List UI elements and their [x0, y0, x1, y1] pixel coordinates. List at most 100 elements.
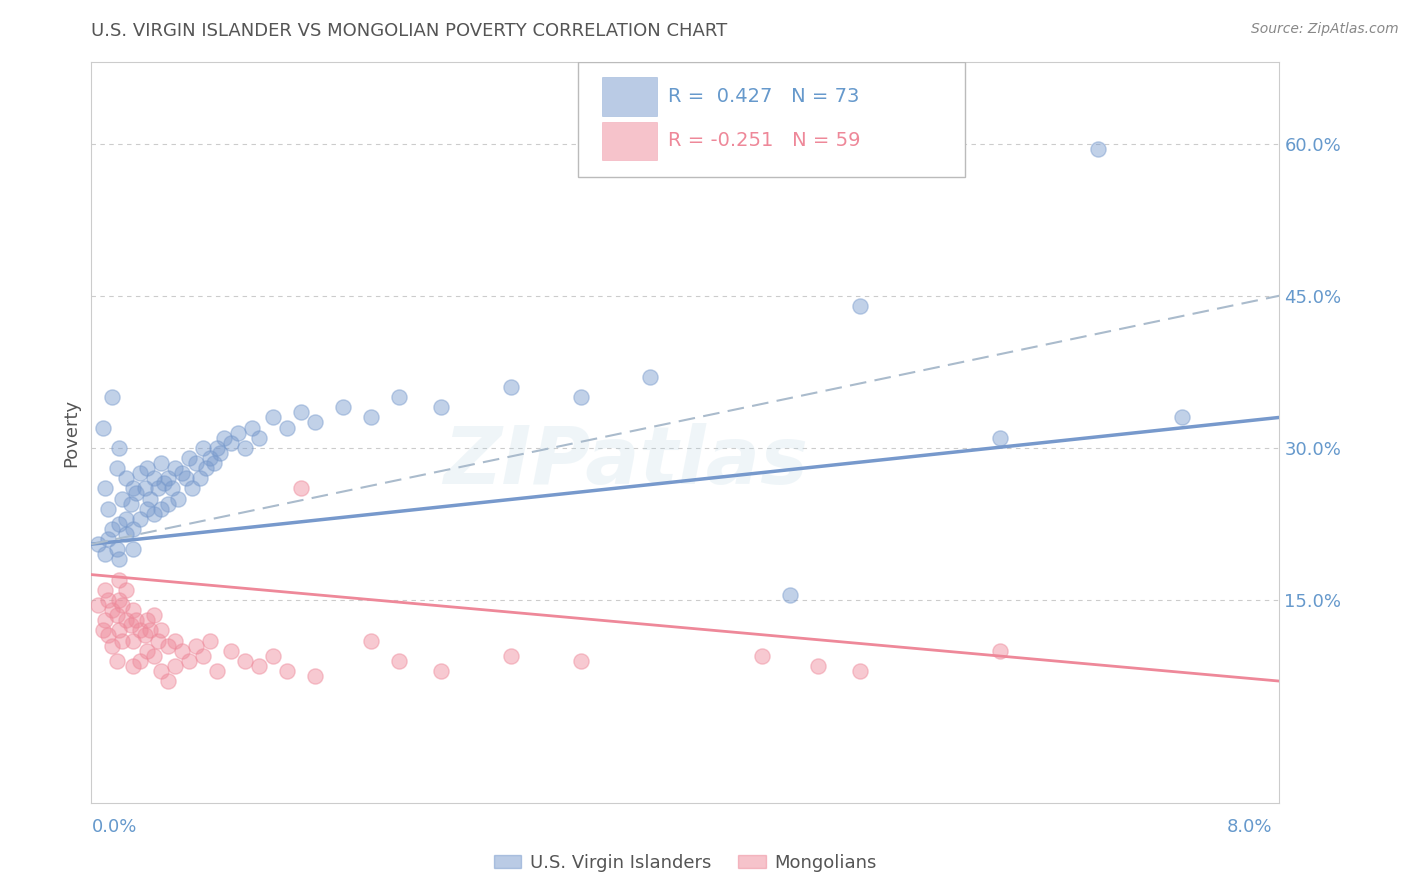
- Text: 0.0%: 0.0%: [91, 818, 136, 836]
- Text: Source: ZipAtlas.com: Source: ZipAtlas.com: [1251, 22, 1399, 37]
- Point: [108, 552, 131, 566]
- Point: [94, 547, 117, 561]
- Point: [153, 476, 176, 491]
- Point: [304, 416, 326, 430]
- Point: [139, 624, 162, 638]
- Point: [240, 420, 263, 434]
- Point: [499, 648, 522, 663]
- Point: [143, 507, 166, 521]
- Point: [136, 461, 159, 475]
- Point: [122, 542, 145, 557]
- Point: [988, 431, 1011, 445]
- Point: [190, 471, 212, 485]
- Point: [304, 669, 326, 683]
- Point: [115, 613, 138, 627]
- Point: [111, 633, 134, 648]
- Point: [136, 613, 159, 627]
- Point: [97, 593, 120, 607]
- Point: [143, 608, 166, 623]
- Point: [91, 624, 114, 638]
- FancyBboxPatch shape: [602, 78, 657, 116]
- Point: [115, 471, 138, 485]
- Point: [148, 482, 170, 496]
- Point: [640, 369, 662, 384]
- Y-axis label: Poverty: Poverty: [62, 399, 80, 467]
- Point: [779, 588, 801, 602]
- Point: [332, 401, 354, 415]
- Point: [849, 664, 872, 678]
- Point: [219, 643, 242, 657]
- Point: [129, 466, 152, 480]
- Text: R = -0.251   N = 59: R = -0.251 N = 59: [668, 131, 860, 151]
- Point: [143, 471, 166, 485]
- Point: [751, 648, 773, 663]
- Point: [165, 633, 187, 648]
- Point: [276, 664, 298, 678]
- Point: [186, 456, 208, 470]
- Point: [388, 654, 411, 668]
- Point: [101, 522, 124, 536]
- Point: [122, 659, 145, 673]
- Point: [205, 441, 228, 455]
- Point: [202, 456, 225, 470]
- Point: [108, 516, 131, 531]
- FancyBboxPatch shape: [602, 121, 657, 161]
- Point: [134, 628, 156, 642]
- Text: ZIPatlas: ZIPatlas: [443, 423, 808, 501]
- Point: [165, 461, 187, 475]
- Point: [148, 633, 170, 648]
- Point: [988, 643, 1011, 657]
- Point: [111, 491, 134, 506]
- Point: [105, 608, 128, 623]
- Point: [150, 456, 173, 470]
- Point: [247, 659, 270, 673]
- Point: [262, 648, 284, 663]
- Point: [111, 598, 134, 612]
- Point: [120, 497, 142, 511]
- Point: [105, 654, 128, 668]
- Point: [115, 527, 138, 541]
- Text: U.S. VIRGIN ISLANDER VS MONGOLIAN POVERTY CORRELATION CHART: U.S. VIRGIN ISLANDER VS MONGOLIAN POVERT…: [91, 22, 728, 40]
- Point: [430, 664, 453, 678]
- Point: [157, 471, 180, 485]
- Text: R =  0.427   N = 73: R = 0.427 N = 73: [668, 87, 859, 106]
- Point: [87, 537, 110, 551]
- Point: [108, 573, 131, 587]
- Point: [226, 425, 249, 440]
- Point: [122, 633, 145, 648]
- Point: [162, 482, 184, 496]
- Point: [569, 654, 592, 668]
- Point: [143, 648, 166, 663]
- Point: [205, 664, 228, 678]
- Point: [179, 654, 201, 668]
- Point: [120, 618, 142, 632]
- Point: [198, 450, 221, 465]
- Point: [101, 603, 124, 617]
- Point: [807, 659, 830, 673]
- Point: [87, 598, 110, 612]
- Legend: U.S. Virgin Islanders, Mongolians: U.S. Virgin Islanders, Mongolians: [486, 847, 884, 879]
- Point: [101, 639, 124, 653]
- Point: [129, 624, 152, 638]
- Point: [388, 390, 411, 404]
- Point: [97, 532, 120, 546]
- Point: [157, 639, 180, 653]
- Point: [129, 654, 152, 668]
- Point: [108, 624, 131, 638]
- Point: [97, 628, 120, 642]
- Text: 8.0%: 8.0%: [1227, 818, 1272, 836]
- Point: [167, 491, 190, 506]
- Point: [97, 501, 120, 516]
- Point: [176, 471, 198, 485]
- Point: [150, 624, 173, 638]
- Point: [499, 380, 522, 394]
- Point: [105, 542, 128, 557]
- Point: [150, 501, 173, 516]
- Point: [157, 674, 180, 689]
- Point: [212, 431, 235, 445]
- Point: [430, 401, 453, 415]
- Point: [1087, 142, 1109, 156]
- Point: [108, 593, 131, 607]
- Point: [193, 648, 215, 663]
- Point: [94, 482, 117, 496]
